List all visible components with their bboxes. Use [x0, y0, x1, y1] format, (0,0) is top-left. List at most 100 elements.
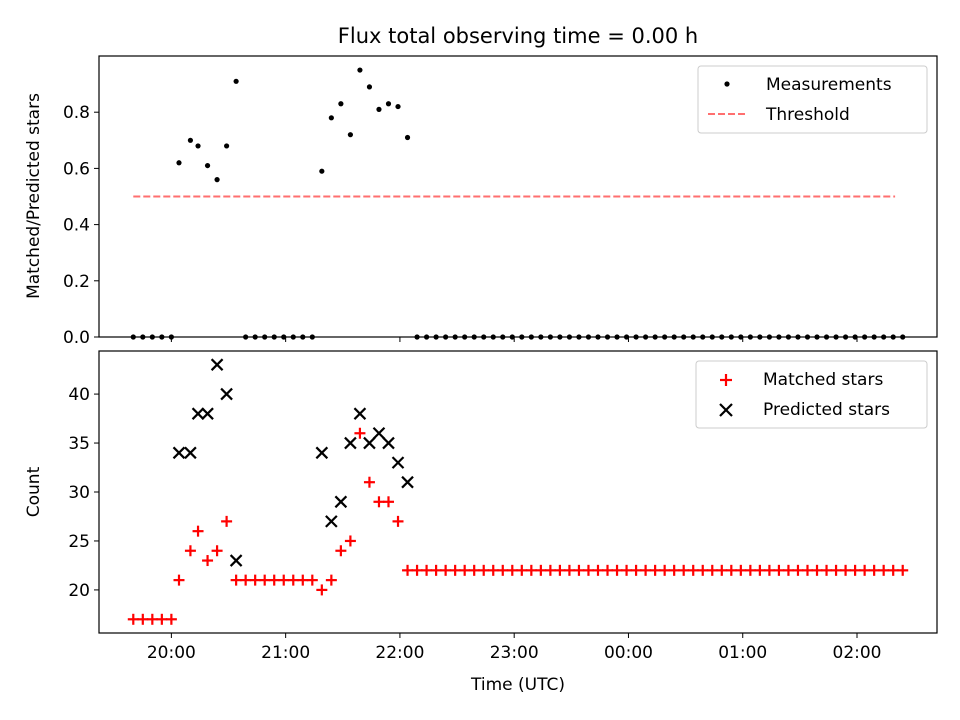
predicted-star-stroke	[191, 407, 205, 420]
legend-predicted-label: Predicted stars	[763, 400, 890, 420]
matched-star-point	[478, 564, 490, 576]
predicted-star-point	[344, 436, 357, 450]
x-tick-label: 00:00	[604, 643, 653, 663]
matched-star-point	[316, 584, 328, 596]
predicted-star-stroke	[315, 446, 329, 460]
legend-measurements-label: Measurements	[766, 75, 892, 95]
predicted-star-point	[220, 387, 233, 401]
predicted-star-stroke	[201, 407, 214, 420]
matched-star-point	[211, 545, 223, 557]
matched-star-point	[706, 564, 718, 576]
matched-star-point	[335, 545, 347, 557]
measurement-point	[176, 160, 182, 166]
measurement-point	[224, 143, 230, 149]
matched-star-point	[165, 613, 177, 625]
matched-star-point	[325, 574, 337, 586]
matched-star-point	[127, 613, 139, 625]
matched-star-point	[184, 545, 196, 557]
measurement-point	[195, 143, 201, 149]
predicted-star-point	[210, 358, 224, 371]
measurement-point	[385, 101, 392, 107]
measurement-point	[366, 84, 373, 90]
matched-star-point	[459, 564, 471, 576]
matched-star-point	[240, 574, 252, 586]
top-y-tick-label: 0.2	[63, 272, 90, 292]
matched-star-point	[716, 564, 728, 576]
matched-star-point	[487, 564, 499, 576]
predicted-star-stroke	[401, 475, 414, 489]
top-legend: Measurements Threshold	[697, 65, 928, 134]
matched-star-point	[440, 564, 452, 576]
top-y-tick-label: 0.6	[63, 159, 90, 179]
measurement-point	[376, 106, 382, 112]
matched-star-point	[497, 564, 509, 576]
bottom-y-tick-label: 30	[68, 483, 90, 503]
matched-star-point	[573, 564, 585, 576]
predicted-star-point	[184, 446, 197, 460]
matched-star-point	[868, 564, 880, 576]
x-axis-label: Time (UTC)	[470, 675, 565, 695]
matched-star-point	[649, 564, 661, 576]
matched-star-point	[221, 515, 233, 527]
bottom-legend-box	[695, 360, 928, 429]
predicted-star-point	[391, 456, 405, 469]
measurement-point	[319, 168, 325, 174]
matched-star-point	[202, 555, 214, 567]
x-tick-label: 20:00	[147, 643, 196, 663]
predicted-legend-marker	[719, 403, 733, 417]
matched-star-point	[782, 564, 794, 576]
chart-title: Flux total observing time = 0.00 h	[338, 24, 698, 48]
matched-star-point	[268, 574, 280, 586]
matched-star-point	[230, 574, 242, 586]
measurement-point	[187, 137, 194, 143]
top-y-tick-label: 0.8	[63, 103, 90, 123]
predicted-star-stroke	[325, 515, 338, 528]
matched-star-point	[792, 564, 804, 576]
top-y-tick-label: 0.4	[63, 216, 90, 236]
x-tick-label: 21:00	[261, 643, 310, 663]
predicted-star-stroke	[229, 554, 243, 567]
measurement-point	[395, 103, 401, 110]
predicted-star-stroke	[382, 436, 395, 450]
matched-star-point	[402, 564, 414, 576]
matched-star-point	[773, 564, 785, 576]
matched-star-point	[287, 574, 299, 586]
predicted-star-point	[191, 407, 205, 420]
bottom-y-tick-label: 35	[68, 434, 90, 454]
bottom-y-tick-label: 25	[68, 532, 90, 552]
x-tick-label: 23:00	[490, 643, 539, 663]
matched-star-point	[354, 427, 366, 439]
predicted-star-point	[382, 436, 395, 450]
legend-threshold-label: Threshold	[765, 105, 850, 125]
measurement-point	[328, 115, 334, 121]
bottom-y-axis-label: Count	[24, 466, 44, 517]
matched-star-point	[611, 564, 623, 576]
matched-star-point	[659, 564, 671, 576]
top-plot-frame	[98, 55, 938, 338]
matched-star-point	[725, 564, 737, 576]
predicted-star-stroke	[344, 436, 357, 450]
measurement-point	[338, 101, 344, 107]
matched-star-point	[859, 564, 871, 576]
bottom-y-tick-label: 20	[68, 581, 90, 601]
predicted-star-point	[325, 515, 338, 528]
bottom-plot-area	[127, 358, 909, 625]
matched-star-point	[411, 564, 423, 576]
matched-star-point	[278, 574, 290, 586]
matched-star-point	[137, 613, 149, 625]
predicted-star-point	[201, 407, 214, 420]
predicted-star-point	[353, 407, 367, 420]
matched-star-point	[630, 564, 642, 576]
matched-star-point	[192, 525, 204, 537]
x-tick-label: 02:00	[833, 643, 882, 663]
predicted-star-stroke	[210, 358, 224, 371]
matched-star-point	[259, 574, 271, 586]
matched-star-point	[602, 564, 614, 576]
predicted-star-stroke	[184, 446, 197, 460]
matched-star-point	[582, 564, 594, 576]
matched-star-point	[449, 564, 461, 576]
predicted-star-point	[401, 475, 414, 489]
predicted-star-point	[363, 436, 376, 450]
matched-star-point	[156, 613, 168, 625]
matched-star-point	[344, 535, 356, 547]
